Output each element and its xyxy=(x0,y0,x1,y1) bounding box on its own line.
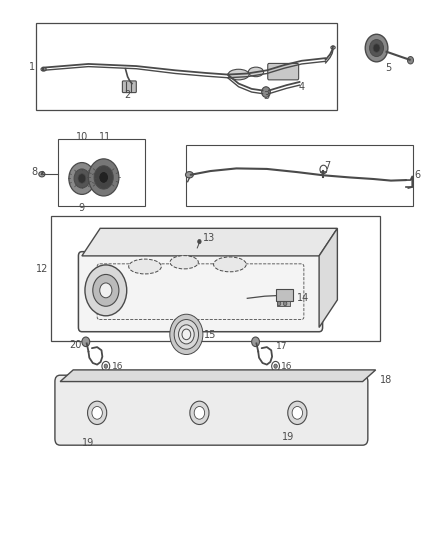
Text: 8: 8 xyxy=(32,167,38,176)
Ellipse shape xyxy=(185,172,193,178)
Circle shape xyxy=(104,364,108,368)
Ellipse shape xyxy=(248,67,264,77)
Circle shape xyxy=(190,401,209,424)
Circle shape xyxy=(182,329,191,340)
Polygon shape xyxy=(82,228,337,256)
Circle shape xyxy=(198,239,201,244)
Circle shape xyxy=(69,163,95,195)
FancyBboxPatch shape xyxy=(55,375,368,445)
Circle shape xyxy=(82,337,90,346)
Text: 14: 14 xyxy=(297,293,309,303)
Text: 3: 3 xyxy=(264,91,270,101)
Circle shape xyxy=(100,283,112,298)
Text: 16: 16 xyxy=(281,362,293,370)
Text: 10: 10 xyxy=(76,132,88,142)
Text: 19: 19 xyxy=(282,432,294,442)
Ellipse shape xyxy=(331,46,335,49)
Text: 16: 16 xyxy=(112,362,123,370)
Circle shape xyxy=(88,159,119,196)
Ellipse shape xyxy=(170,256,198,269)
Circle shape xyxy=(174,319,198,349)
Text: 1: 1 xyxy=(29,62,35,71)
Circle shape xyxy=(277,302,281,306)
Text: 20: 20 xyxy=(70,340,82,350)
Ellipse shape xyxy=(214,257,246,272)
Circle shape xyxy=(320,165,327,174)
Circle shape xyxy=(261,87,270,98)
Text: 6: 6 xyxy=(415,171,421,180)
Circle shape xyxy=(102,361,110,371)
FancyBboxPatch shape xyxy=(122,81,136,93)
Text: 5: 5 xyxy=(385,63,392,72)
Circle shape xyxy=(88,401,107,424)
Circle shape xyxy=(92,407,102,419)
Text: 7: 7 xyxy=(325,161,331,171)
Text: 4: 4 xyxy=(299,82,305,92)
Polygon shape xyxy=(319,228,337,327)
Circle shape xyxy=(179,325,194,344)
Circle shape xyxy=(370,39,384,56)
Ellipse shape xyxy=(41,67,46,71)
Circle shape xyxy=(252,337,259,346)
Circle shape xyxy=(93,274,119,306)
Bar xyxy=(276,289,293,302)
Circle shape xyxy=(94,166,113,189)
Bar xyxy=(51,216,380,341)
Text: 19: 19 xyxy=(82,438,95,448)
Text: 18: 18 xyxy=(380,375,392,385)
Circle shape xyxy=(292,407,303,419)
Circle shape xyxy=(365,34,388,62)
Circle shape xyxy=(373,44,380,52)
FancyBboxPatch shape xyxy=(78,252,322,332)
Bar xyxy=(58,139,145,206)
Polygon shape xyxy=(60,370,376,382)
Text: 15: 15 xyxy=(204,330,216,340)
Text: 17: 17 xyxy=(276,342,287,351)
Circle shape xyxy=(85,265,127,316)
Ellipse shape xyxy=(129,259,161,274)
Circle shape xyxy=(78,174,86,183)
Circle shape xyxy=(272,361,279,371)
Circle shape xyxy=(170,314,203,354)
Text: 12: 12 xyxy=(36,264,48,274)
Circle shape xyxy=(288,401,307,424)
Circle shape xyxy=(283,302,287,306)
Circle shape xyxy=(194,407,205,419)
Circle shape xyxy=(74,169,90,188)
Ellipse shape xyxy=(39,172,45,177)
Circle shape xyxy=(274,364,277,368)
Circle shape xyxy=(99,172,109,183)
Text: 2: 2 xyxy=(124,90,131,100)
Ellipse shape xyxy=(228,69,249,80)
Bar xyxy=(36,22,336,110)
Bar xyxy=(277,301,290,306)
FancyBboxPatch shape xyxy=(268,63,299,80)
Bar xyxy=(186,144,413,206)
Text: 13: 13 xyxy=(202,233,215,244)
Text: 9: 9 xyxy=(79,203,85,213)
Text: 11: 11 xyxy=(99,132,111,142)
Circle shape xyxy=(407,56,413,64)
